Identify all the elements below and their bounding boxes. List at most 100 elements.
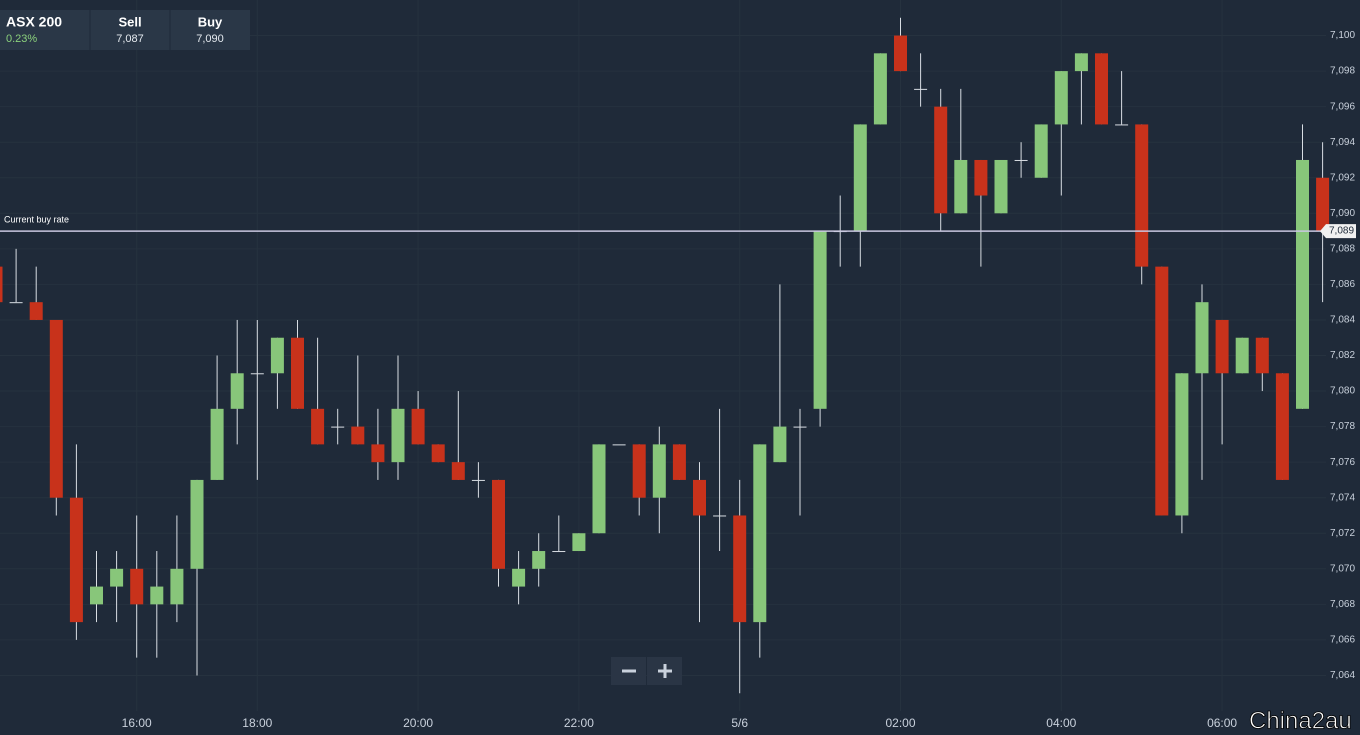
- candle-body: [69, 497, 83, 623]
- candle-body: [351, 426, 365, 445]
- candle-body: [270, 337, 284, 374]
- y-tick-label: 7,074: [1330, 492, 1355, 503]
- sell-price[interactable]: 7,087: [116, 33, 144, 45]
- candle-body: [672, 444, 686, 480]
- x-tick-label: 18:00: [242, 716, 272, 730]
- candle-body: [451, 462, 465, 480]
- y-tick-label: 7,080: [1330, 386, 1355, 397]
- candle-body: [291, 337, 304, 409]
- candle-body: [1095, 53, 1108, 125]
- candle-body: [1235, 337, 1249, 374]
- candle-body: [190, 479, 204, 569]
- candle-body: [713, 515, 727, 517]
- candle-body: [934, 106, 948, 214]
- candle-body: [914, 88, 928, 90]
- candle-body: [873, 53, 887, 125]
- candle-body: [411, 408, 425, 445]
- y-tick-label: 7,088: [1330, 243, 1355, 254]
- candle-body: [311, 408, 325, 445]
- candle-body: [210, 408, 224, 480]
- candle-body: [753, 444, 767, 623]
- price-tag: [1320, 224, 1356, 239]
- buy-price[interactable]: 7,090: [196, 33, 224, 45]
- y-tick-label: 7,090: [1330, 208, 1355, 219]
- candle-body: [492, 479, 505, 569]
- y-tick-label: 7,082: [1330, 350, 1355, 361]
- candle-body: [552, 551, 566, 553]
- y-tick-label: 7,098: [1330, 66, 1355, 77]
- candle-body: [0, 266, 3, 303]
- candle-body: [230, 373, 244, 409]
- candle-body: [1296, 159, 1309, 409]
- candles: [0, 17, 1330, 694]
- candle-body: [1316, 177, 1330, 232]
- candle-body: [652, 444, 666, 498]
- y-tick-label: 7,084: [1330, 315, 1355, 326]
- candle-body: [894, 35, 907, 72]
- x-tick-label: 20:00: [403, 716, 433, 730]
- candle-body: [1115, 124, 1129, 126]
- candle-body: [29, 302, 43, 320]
- candle-body: [90, 586, 103, 605]
- y-tick-label: 7,094: [1330, 137, 1355, 148]
- candle-body: [1195, 302, 1209, 374]
- x-tick-label: 06:00: [1207, 716, 1237, 730]
- candle-body: [853, 124, 867, 232]
- y-tick-label: 7,066: [1330, 635, 1355, 646]
- candle-body: [572, 533, 586, 552]
- y-tick-label: 7,100: [1330, 30, 1355, 41]
- y-tick-label: 7,086: [1330, 279, 1355, 290]
- candle-body: [954, 159, 968, 214]
- quote-panel[interactable]: ASX 200 0.23% Sell 7,087 Buy 7,090: [0, 10, 250, 50]
- candle-body: [994, 159, 1008, 214]
- candle-body: [331, 426, 345, 428]
- x-tick-label: 5/6: [731, 716, 748, 730]
- y-tick-label: 7,070: [1330, 563, 1355, 574]
- candle-body: [512, 568, 526, 587]
- candle-body: [1054, 71, 1068, 125]
- candle-body: [391, 408, 405, 463]
- candle-body: [1255, 337, 1269, 374]
- x-tick-label: 04:00: [1046, 716, 1076, 730]
- change: 0.23%: [6, 33, 37, 45]
- x-tick-label: 22:00: [564, 716, 594, 730]
- quote-panel-bg: [0, 10, 250, 50]
- grid: [0, 0, 1326, 711]
- candle-body: [532, 551, 546, 569]
- sell-label[interactable]: Sell: [118, 14, 141, 29]
- candle-body: [130, 568, 144, 605]
- instrument: ASX 200: [6, 14, 62, 30]
- candle-body: [1014, 159, 1028, 161]
- candle-body: [1034, 124, 1048, 178]
- watermark: China2au: [1249, 707, 1352, 734]
- candle-body: [1074, 53, 1088, 72]
- candle-body: [1135, 124, 1149, 267]
- y-tick-label: 7,076: [1330, 457, 1355, 468]
- x-tick-label: 16:00: [122, 716, 152, 730]
- candle-body: [773, 426, 787, 463]
- candle-body: [110, 568, 124, 587]
- candle-body: [1155, 266, 1169, 516]
- candle-body: [170, 568, 184, 605]
- candle-body: [813, 231, 827, 409]
- current-rate-label: Current buy rate: [4, 214, 69, 224]
- y-tick-label: 7,096: [1330, 101, 1355, 112]
- price-tag-label: 7,089: [1329, 226, 1354, 237]
- candle-body: [1215, 319, 1229, 374]
- candle-body: [150, 586, 164, 605]
- zoom-controls: [611, 657, 682, 685]
- y-tick-label: 7,078: [1330, 421, 1355, 432]
- candle-body: [250, 373, 264, 375]
- buy-label[interactable]: Buy: [198, 14, 223, 29]
- candle-body: [49, 319, 63, 498]
- candle-body: [471, 479, 485, 481]
- candle-body: [693, 479, 706, 516]
- candle-body: [733, 515, 747, 623]
- candle-body: [612, 444, 626, 446]
- y-tick-label: 7,064: [1330, 670, 1355, 681]
- candle-body: [793, 426, 807, 428]
- y-tick-label: 7,072: [1330, 528, 1355, 539]
